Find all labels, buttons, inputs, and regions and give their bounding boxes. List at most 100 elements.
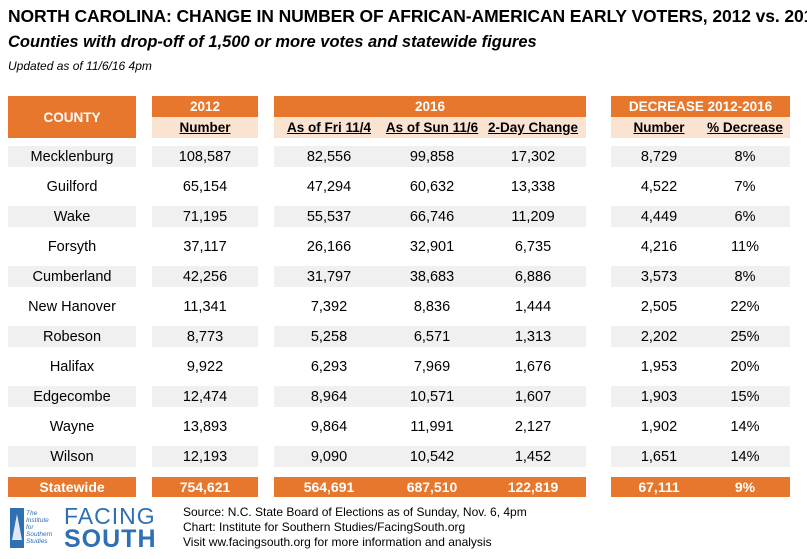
subheader-bg-decrease [611, 117, 790, 138]
cell-fri: 47,294 [306, 178, 352, 195]
cell-sun: 6,571 [413, 328, 451, 345]
subheader-fri: As of Fri 11/4 [286, 120, 372, 135]
row-stripe [611, 326, 790, 347]
cell-dec-pct: 20% [730, 358, 760, 375]
row-stripe [611, 386, 790, 407]
statewide-2012: 754,621 [179, 479, 231, 495]
cell-dec-pct: 8% [734, 148, 756, 165]
cell-sun: 8,836 [413, 298, 451, 315]
row-stripe [611, 446, 790, 467]
cell-dec-pct: 7% [734, 178, 756, 195]
row-stripe [611, 266, 790, 287]
cell-dec-number: 1,903 [640, 388, 678, 405]
row-stripe [274, 446, 586, 467]
cell-county: Wayne [49, 418, 95, 435]
cell-county: Forsyth [47, 238, 97, 255]
cell-change: 1,452 [514, 448, 552, 465]
cell-change: 13,338 [510, 178, 556, 195]
cell-dec-pct: 14% [730, 448, 760, 465]
cell-sun: 32,901 [409, 238, 455, 255]
cell-county: Wilson [50, 448, 94, 465]
cell-fri: 26,166 [306, 238, 352, 255]
row-stripe [8, 206, 136, 227]
cell-change: 1,313 [514, 328, 552, 345]
row-stripe [274, 206, 586, 227]
footer-visit: Visit ww.facingsouth.org for more inform… [183, 535, 492, 549]
cell-county: Guilford [46, 178, 98, 195]
cell-dec-pct: 25% [730, 328, 760, 345]
cell-county: New Hanover [28, 298, 116, 315]
statewide-bar-decrease [611, 477, 790, 497]
logo-line-3: for [26, 524, 34, 531]
row-stripe [274, 326, 586, 347]
cell-fri: 82,556 [306, 148, 352, 165]
header-decrease: DECREASE 2012-2016 [611, 96, 790, 117]
cell-fri: 55,537 [306, 208, 352, 225]
cell-2012: 8,773 [186, 328, 224, 345]
cell-sun: 10,542 [409, 448, 455, 465]
row-stripe [611, 146, 790, 167]
footer-source: Source: N.C. State Board of Elections as… [183, 505, 527, 519]
page-subtitle: Counties with drop-off of 1,500 or more … [8, 33, 537, 51]
cell-dec-number: 2,202 [640, 328, 678, 345]
row-stripe [152, 446, 258, 467]
footer-chart: Chart: Institute for Southern Studies/Fa… [183, 520, 466, 534]
row-stripe [152, 146, 258, 167]
statewide-dec-number: 67,111 [638, 479, 680, 495]
row-stripe [274, 266, 586, 287]
statewide-label: Statewide [39, 479, 105, 495]
subheader-bg-2016 [274, 117, 586, 138]
cell-fri: 31,797 [306, 268, 352, 285]
cell-dec-pct: 22% [730, 298, 760, 315]
cell-fri: 9,090 [310, 448, 348, 465]
statewide-dec-pct: 9% [734, 479, 756, 495]
cell-change: 17,302 [510, 148, 556, 165]
row-stripe [8, 266, 136, 287]
row-stripe [274, 146, 586, 167]
cell-2012: 37,117 [183, 238, 227, 255]
institute-logo-icon: The Institute for Southern Studies [10, 508, 53, 548]
header-county: COUNTY [8, 96, 136, 138]
header-2016: 2016 [274, 96, 586, 117]
cell-dec-pct: 6% [734, 208, 756, 225]
statewide-fri: 564,691 [303, 479, 355, 495]
statewide-bar-county [8, 477, 136, 497]
row-stripe [152, 206, 258, 227]
cell-change: 6,886 [514, 268, 552, 285]
cell-change: 1,607 [514, 388, 552, 405]
row-stripe [152, 386, 258, 407]
row-stripe [274, 386, 586, 407]
cell-change: 2,127 [514, 418, 552, 435]
subheader-dec-pct: % Decrease [707, 120, 783, 135]
cell-dec-pct: 8% [734, 268, 756, 285]
cell-dec-number: 3,573 [640, 268, 678, 285]
cell-fri: 7,392 [310, 298, 348, 315]
subheader-bg-2012 [152, 117, 258, 138]
logo-word-south: SOUTH [64, 525, 157, 553]
header-2012: 2012 [152, 96, 258, 117]
cell-sun: 7,969 [413, 358, 451, 375]
cell-sun: 99,858 [409, 148, 455, 165]
cell-2012: 65,154 [182, 178, 228, 195]
cell-dec-number: 1,902 [640, 418, 678, 435]
logo-line-4: Southern [26, 531, 53, 538]
cell-2012: 71,195 [182, 208, 228, 225]
cell-change: 11,209 [511, 208, 555, 225]
statewide-sun: 687,510 [406, 479, 458, 495]
cell-fri: 5,258 [310, 328, 348, 345]
cell-fri: 8,964 [310, 388, 348, 405]
cell-county: Wake [53, 208, 91, 225]
cell-2012: 11,341 [183, 298, 227, 315]
cell-change: 1,444 [514, 298, 552, 315]
cell-dec-number: 8,729 [640, 148, 678, 165]
cell-sun: 38,683 [409, 268, 455, 285]
row-stripe [8, 446, 136, 467]
cell-dec-pct: 15% [730, 388, 760, 405]
cell-county: Robeson [42, 328, 102, 345]
row-stripe [8, 146, 136, 167]
cell-county: Edgecombe [33, 388, 111, 405]
cell-2012: 42,256 [182, 268, 228, 285]
row-stripe [152, 266, 258, 287]
cell-2012: 12,474 [182, 388, 228, 405]
logo-line-1: The [26, 510, 38, 517]
